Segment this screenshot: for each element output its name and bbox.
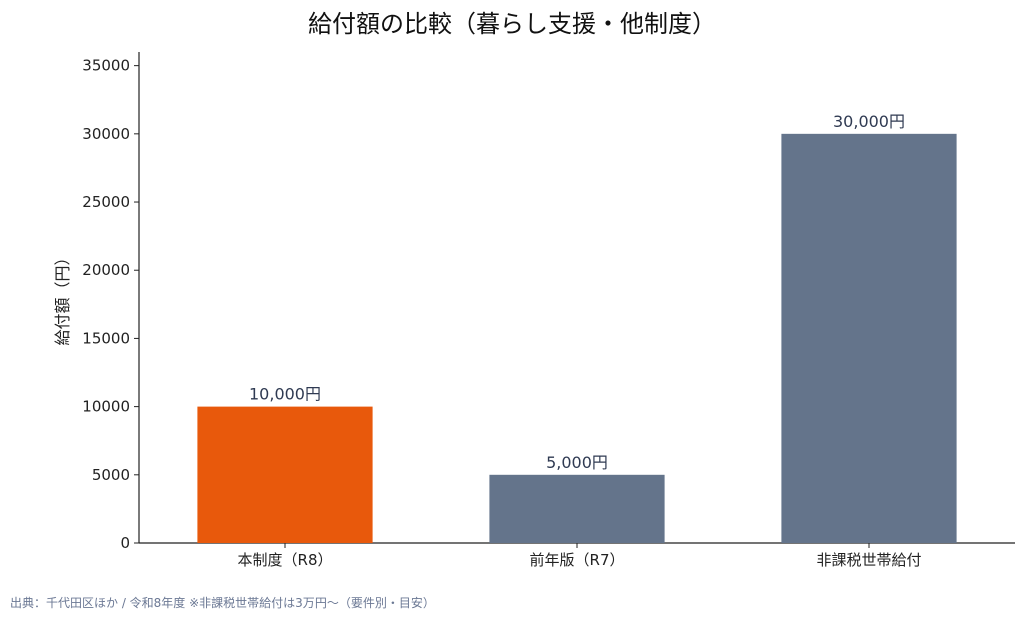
- x-tick-label: 本制度（R8）: [238, 551, 333, 569]
- bar: [489, 474, 665, 543]
- y-tick-label: 25000: [82, 193, 130, 211]
- y-tick-label: 5000: [92, 466, 130, 484]
- bar-value-label: 5,000円: [546, 453, 608, 472]
- y-tick-label: 10000: [82, 398, 130, 416]
- y-tick-label: 0: [120, 534, 130, 552]
- bar-value-label: 10,000円: [249, 385, 321, 404]
- source-note: 出典：千代田区ほか / 令和8年度 ※非課税世帯給付は3万円〜（要件別・目安）: [10, 596, 435, 610]
- bar: [781, 133, 957, 544]
- x-tick-label: 非課税世帯給付: [816, 551, 921, 569]
- bar: [197, 406, 373, 543]
- y-tick-label: 20000: [82, 261, 130, 279]
- y-tick-label: 15000: [82, 329, 130, 347]
- bar-value-label: 30,000円: [833, 112, 905, 131]
- y-tick-label: 30000: [82, 125, 130, 143]
- bars: [197, 133, 957, 544]
- y-tick-label: 35000: [82, 57, 130, 75]
- chart-title: 給付額の比較（暮らし支援・他制度）: [308, 10, 716, 38]
- x-tick-label: 前年版（R7）: [530, 551, 625, 569]
- y-axis-title: 給付額（円）: [53, 249, 72, 345]
